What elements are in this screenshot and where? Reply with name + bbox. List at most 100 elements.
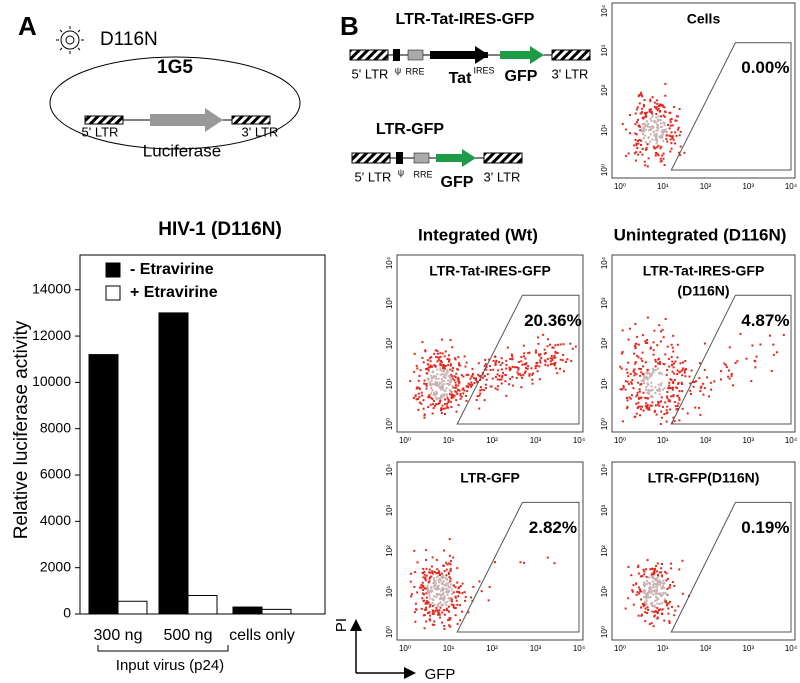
event-dot <box>772 353 775 356</box>
event-dot <box>684 368 687 371</box>
event-dot <box>634 415 637 418</box>
event-dot <box>645 402 648 405</box>
event-dot <box>448 618 451 621</box>
event-dot <box>648 129 651 132</box>
event-dot <box>643 570 646 573</box>
event-dot <box>421 597 424 600</box>
part-label: IRES <box>473 65 494 75</box>
ltr-box <box>351 152 391 164</box>
event-dot <box>636 147 639 150</box>
gate <box>670 42 792 171</box>
event-dot <box>653 570 656 573</box>
event-dot <box>664 592 667 595</box>
event-dot <box>673 420 676 423</box>
event-dot <box>550 362 553 365</box>
event-dot <box>451 393 454 396</box>
event-dot <box>439 385 442 388</box>
event-dot <box>437 383 440 386</box>
event-dot <box>433 623 436 626</box>
event-dot <box>647 371 650 374</box>
event-dot <box>438 381 441 384</box>
event-dot <box>428 366 431 369</box>
event-dot <box>431 383 434 386</box>
event-dot <box>443 595 446 598</box>
event-dot <box>627 152 630 155</box>
event-dot <box>643 585 646 588</box>
event-dot <box>422 361 425 364</box>
event-dot <box>417 379 420 382</box>
event-dot <box>642 137 645 140</box>
event-dot <box>494 364 497 367</box>
event-dot <box>508 377 511 380</box>
gate-percentage: 0.00% <box>741 58 789 77</box>
gene-label: Luciferase <box>143 141 221 160</box>
event-dot <box>536 364 539 367</box>
event-dot <box>443 625 446 628</box>
event-dot <box>648 376 651 379</box>
event-dot <box>569 342 572 345</box>
event-dot <box>437 358 440 361</box>
event-dot <box>465 394 468 397</box>
event-dot <box>430 587 433 590</box>
event-dot <box>432 612 435 615</box>
event-dot <box>424 350 427 353</box>
event-dot <box>442 598 445 601</box>
event-dot <box>681 592 684 595</box>
event-dot <box>636 335 639 338</box>
event-dot <box>698 362 701 365</box>
event-dot <box>491 377 494 380</box>
event-dot <box>537 342 540 345</box>
event-dot <box>440 396 443 399</box>
event-dot <box>649 133 652 136</box>
event-dot <box>465 399 468 402</box>
y-tick-label: 10⁴ <box>600 4 609 17</box>
event-dot <box>561 359 564 362</box>
event-dot <box>673 378 676 381</box>
event-dot <box>451 396 454 399</box>
bar <box>187 594 218 615</box>
event-dot <box>429 603 432 606</box>
event-dot <box>660 410 663 413</box>
event-dot <box>662 388 665 391</box>
event-dot <box>416 591 419 594</box>
event-dot <box>433 394 436 397</box>
event-dot <box>479 386 482 389</box>
event-dot <box>446 395 449 398</box>
event-dot <box>447 374 450 377</box>
event-dot <box>470 385 473 388</box>
event-dot <box>480 590 483 593</box>
event-dot <box>443 613 446 616</box>
event-dot <box>520 355 523 358</box>
event-dot <box>621 420 624 423</box>
event-dot <box>544 363 547 366</box>
event-dot <box>420 584 423 587</box>
event-dot <box>655 593 658 596</box>
event-dot <box>668 586 671 589</box>
event-dot <box>646 404 649 407</box>
gate-percentage: 2.82% <box>529 518 577 537</box>
event-dot <box>439 397 442 400</box>
event-dot <box>639 397 642 400</box>
event-dot <box>647 408 650 411</box>
event-dot <box>635 108 638 111</box>
event-dot <box>660 130 663 133</box>
event-dot <box>634 323 637 326</box>
event-dot <box>650 576 653 579</box>
event-dot <box>441 603 444 606</box>
event-dot <box>438 613 441 616</box>
event-dot <box>430 386 433 389</box>
event-dot <box>449 390 452 393</box>
event-dot <box>673 584 676 587</box>
event-dot <box>653 586 656 589</box>
event-dot <box>448 389 451 392</box>
event-dot <box>645 124 648 127</box>
event-dot <box>416 561 419 564</box>
event-dot <box>620 352 623 355</box>
event-dot <box>649 587 652 590</box>
event-dot <box>698 406 701 409</box>
event-dot <box>642 382 645 385</box>
event-dot <box>517 373 520 376</box>
event-dot <box>477 362 480 365</box>
event-dot <box>631 379 634 382</box>
event-dot <box>624 607 627 610</box>
